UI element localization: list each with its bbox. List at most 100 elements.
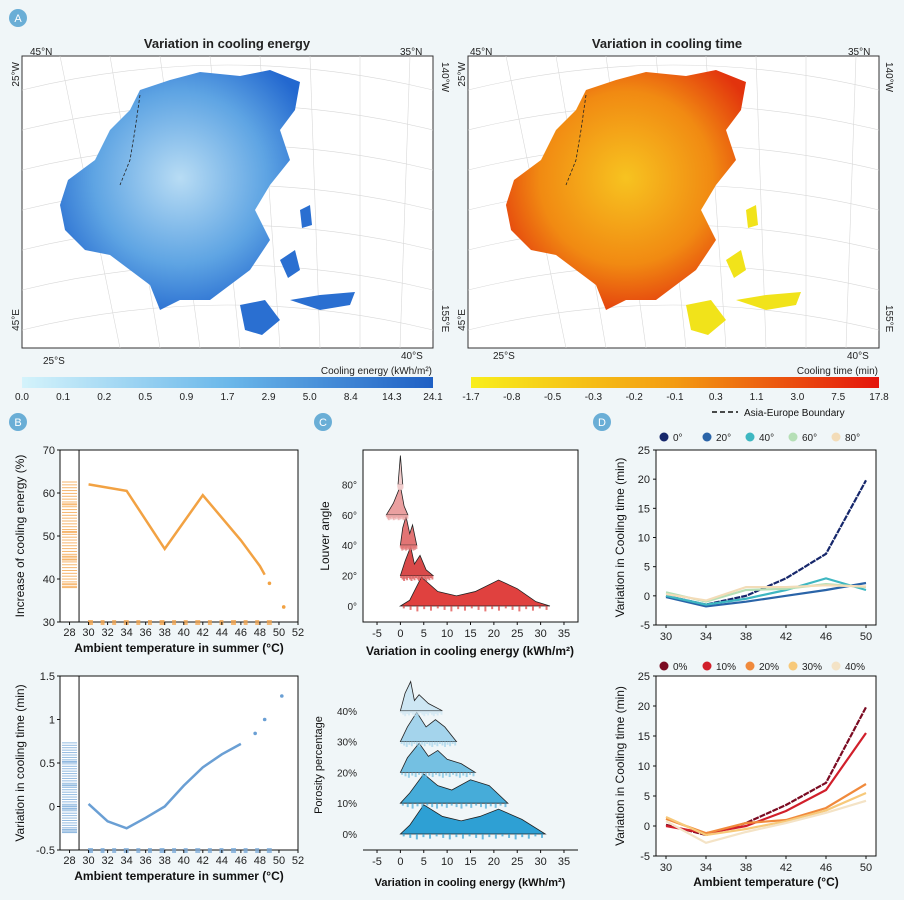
x-tick-label: 30 xyxy=(660,631,672,643)
ridge-porosity-1 xyxy=(399,773,509,804)
data-point xyxy=(253,731,257,736)
chart-C1: 0° 20° 40° 60° 80° -5 0 5 10 15 20 25 30 35 Variation … xyxy=(318,449,579,658)
colorbar-tick-label: 17.8 xyxy=(869,392,889,403)
y-tick-label: 0 xyxy=(49,802,55,814)
y-axis-title: Porosity percentage xyxy=(313,716,325,814)
x-tick-label: 46 xyxy=(235,855,247,867)
x-tick-label: 42 xyxy=(780,862,792,874)
legend-marker xyxy=(702,432,712,442)
ridge-angle-0 xyxy=(398,576,551,607)
series-line-20° xyxy=(665,581,867,608)
colorbar-label: Cooling time (min) xyxy=(797,366,878,377)
panel-a-badge xyxy=(9,9,27,27)
category-label: 20% xyxy=(337,768,357,779)
x-tick-label: 35 xyxy=(558,628,570,640)
colorbar-tick-label: -1.7 xyxy=(462,392,480,403)
x-tick-label: 42 xyxy=(780,631,792,643)
colorbar-tick-label: 0.3 xyxy=(709,392,723,403)
corner-rt: 140°W xyxy=(883,62,894,93)
y-tick-label: 0.5 xyxy=(40,758,55,770)
category-label: 20° xyxy=(342,572,357,583)
x-tick-label: 34 xyxy=(121,855,133,867)
y-tick-label: 0 xyxy=(644,591,650,603)
legend-label: 20% xyxy=(759,662,779,673)
y-tick-label: 1.5 xyxy=(40,671,55,683)
x-axis-title: Ambient temperature in summer (°C) xyxy=(74,869,284,883)
x-tick-label: 15 xyxy=(464,628,476,640)
ridge-porosity-2 xyxy=(399,742,477,773)
colorbar-tick-label: 0.5 xyxy=(138,392,152,403)
colorbar-tick-label: 7.5 xyxy=(831,392,845,403)
x-tick-label: 50 xyxy=(860,862,872,874)
x-tick-label: 25 xyxy=(511,856,523,868)
x-tick-label: 40 xyxy=(178,627,190,639)
colorbar-tick-label: -0.1 xyxy=(666,392,684,403)
corner-rt: 140°W xyxy=(439,62,450,93)
x-tick-label: 46 xyxy=(820,631,832,643)
data-point xyxy=(262,717,267,722)
x-tick-label: 10 xyxy=(441,856,453,868)
y-tick-label: 40 xyxy=(43,574,55,586)
x-tick-label: 34 xyxy=(700,862,712,874)
charts: 28 30 32 34 36 38 40 42 44 46 48 50 523040506070Ambi… xyxy=(13,432,877,889)
legend-label: 80° xyxy=(845,433,860,444)
x-tick-label: 36 xyxy=(140,627,152,639)
legend-marker xyxy=(745,432,755,442)
corner-rb: 155°E xyxy=(439,305,450,333)
data-point xyxy=(267,581,272,586)
series-line-40% xyxy=(665,799,867,844)
chart-D2: 30 34 38 42 46 50 -5 0 5 10 15 20 25 Ambient temperat… xyxy=(613,661,877,889)
x-tick-label: 0 xyxy=(397,628,403,640)
colorbar-tick-label: 0.1 xyxy=(56,392,70,403)
colorbar-tick-label: 0.9 xyxy=(179,392,193,403)
corner-br: 40°S xyxy=(847,351,869,362)
colorbar-ticks: 0.0 0.1 0.2 0.5 0.9 1.7 2.9 5.0 8.4 14.3 24.1 xyxy=(15,392,443,403)
ridge-porosity-4 xyxy=(399,680,443,712)
x-tick-label: 20 xyxy=(488,628,500,640)
colorbar-tick-label: 1.1 xyxy=(750,392,764,403)
asia-landmass xyxy=(506,70,746,310)
legend-label: 30% xyxy=(802,662,822,673)
y-tick-label: 5 xyxy=(644,562,650,574)
series-line-40° xyxy=(665,577,867,606)
x-tick-label: 52 xyxy=(292,627,304,639)
corner-tl: 45°N xyxy=(470,47,492,58)
legend-label: 40% xyxy=(845,662,865,673)
x-tick-label: 42 xyxy=(197,855,209,867)
legend-marker xyxy=(659,432,669,442)
x-tick-label: 40 xyxy=(178,855,190,867)
panel-a-label: A xyxy=(14,13,22,25)
y-tick-label: 5 xyxy=(644,791,650,803)
x-tick-label: 20 xyxy=(488,856,500,868)
x-tick-label: 52 xyxy=(292,855,304,867)
x-tick-label: 50 xyxy=(273,627,285,639)
x-tick-label: 46 xyxy=(235,627,247,639)
legend-marker xyxy=(788,432,798,442)
panel-b-badge xyxy=(9,413,27,431)
colorbar-tick-label: 5.0 xyxy=(303,392,317,403)
corner-bl: 25°S xyxy=(43,356,65,367)
corner-lb: 45°E xyxy=(457,309,468,331)
panel-a: A Variation in cooling energy 45°N 35°N … xyxy=(9,9,894,419)
x-tick-label: 28 xyxy=(63,855,75,867)
y-tick-label: 25 xyxy=(638,445,650,457)
x-tick-label: 38 xyxy=(159,627,171,639)
y-tick-label: 70 xyxy=(43,445,55,457)
y-axis-title: Louver angle xyxy=(318,501,332,571)
x-tick-label: 38 xyxy=(159,855,171,867)
legend-label: 10% xyxy=(716,662,736,673)
y-tick-label: 10 xyxy=(638,761,650,773)
y-axis-title: Increase of cooling energy (%) xyxy=(13,455,27,618)
y-tick-label: 20 xyxy=(638,701,650,713)
y-tick-label: 25 xyxy=(638,671,650,683)
x-tick-label: 48 xyxy=(254,627,266,639)
asia-europe-boundary xyxy=(119,94,141,186)
legend-label: 0° xyxy=(673,433,683,444)
x-tick-label: 50 xyxy=(860,631,872,643)
series-line-30% xyxy=(665,791,867,837)
legend-label: 60° xyxy=(802,433,817,444)
x-tick-label: 35 xyxy=(558,856,570,868)
chart-B2: 28 30 32 34 36 38 40 42 44 46 48 50 52 -0.5 0 0.5 1 1.5 Am… xyxy=(13,671,304,883)
legend-label: 0% xyxy=(673,662,688,673)
colorbar-tick-label: 1.7 xyxy=(221,392,235,403)
